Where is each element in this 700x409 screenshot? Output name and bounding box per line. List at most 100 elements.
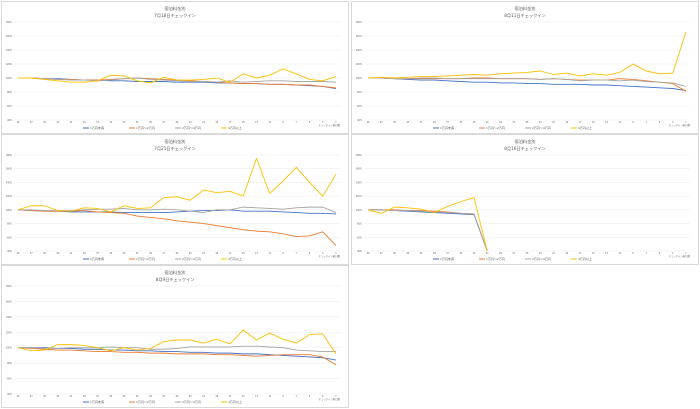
series-line-1 [17,209,337,246]
chart-title: 宿泊料金別 [515,138,536,145]
x-tick-label: 3 [672,252,674,255]
x-tick-label: 13 [255,252,258,255]
legend-label: 2万円～4万円 [532,126,551,130]
x-tick-label: 19 [565,252,568,255]
y-tick-label: 100% [356,77,362,80]
legend-label: 1万円～2万円 [486,126,505,130]
x-tick-label: 33 [123,121,126,124]
x-tick-label: 35 [109,121,112,124]
legend-label: 1万円未満 [90,125,104,130]
x-tick-label: 25 [526,252,529,255]
x-tick-label: 27 [512,121,515,124]
x-tick-label: 17 [579,121,582,124]
legend-label: 2万円～4万円 [182,400,201,404]
legend-label: 1万円～2万円 [136,400,155,404]
y-tick-label: 140% [6,181,12,184]
x-tick-label: 45 [43,252,46,255]
x-tick-label: 47 [30,252,33,255]
x-tick-label: 35 [109,252,112,255]
y-tick-label: 180% [6,21,12,24]
series-line-3 [17,157,337,213]
series-line-0 [18,347,337,361]
x-tick-label: 39 [433,252,436,255]
x-tick-label: 23 [189,121,192,124]
chart-title: 宿泊料金別 [165,138,186,145]
x-axis-title: チェックイン前日数 [318,254,340,258]
x-tick-label: 41 [420,121,423,124]
y-tick-label: 160% [6,300,12,303]
chart-8-9-checkin: 宿泊料金別 8月9日チェックイン 40% 60% 80% 100% 120% 140% 160%… [1,265,349,408]
x-tick-label: 43 [406,121,409,124]
x-tick-label: 29 [149,395,152,398]
x-tick-label: 47 [30,121,33,124]
x-tick-label: 3 [322,121,324,124]
x-tick-label: 23 [539,252,542,255]
series-line-1 [17,347,337,366]
x-tick-label: 27 [162,252,165,255]
x-tick-label: 5 [659,121,661,124]
y-tick-label: 180% [6,154,12,157]
x-tick-label: 41 [420,252,423,255]
y-tick-label: 120% [6,195,12,198]
x-tick-label: 17 [579,252,582,255]
series-line-2 [18,345,336,353]
y-tick-label: 100% [356,209,362,212]
x-tick-label: 23 [189,395,192,398]
y-tick-label: 40% [7,250,12,253]
x-tick-label: 15 [242,121,245,124]
chart-subtitle: 8月9日チェックイン [156,277,195,283]
x-tick-label: 43 [56,252,59,255]
x-tick-label: 25 [176,252,179,255]
series-line-3 [17,329,337,355]
y-tick-label: 60% [357,236,362,239]
x-tick-label: 31 [486,252,489,255]
x-tick-label: 3 [672,121,674,124]
x-tick-label: 35 [109,395,112,398]
x-tick-label: 33 [473,121,476,124]
x-tick-label: 19 [215,252,218,255]
series-line-0 [368,209,488,252]
x-tick-label: 7 [296,121,298,124]
series-line-1 [368,209,488,252]
x-tick-label: 29 [499,252,502,255]
x-tick-label: 21 [552,252,555,255]
y-tick-label: 100% [6,209,12,212]
x-tick-label: 39 [433,121,436,124]
x-tick-label: 29 [149,121,152,124]
legend-label: 1万円未満 [90,399,104,404]
y-tick-label: 80% [7,362,12,365]
x-tick-label: 47 [380,252,383,255]
y-tick-label: 80% [7,91,12,94]
x-tick-label: 7 [296,395,298,398]
x-tick-label: 31 [486,121,489,124]
x-tick-label: 49 [17,252,20,255]
legend-label: 1万円未満 [90,256,104,261]
x-tick-label: 23 [189,252,192,255]
x-tick-label: 27 [512,252,515,255]
x-tick-label: 33 [123,252,126,255]
x-tick-label: 33 [123,395,126,398]
x-tick-label: 39 [83,121,86,124]
x-tick-label: 11 [268,252,271,255]
y-tick-label: 60% [7,105,12,108]
y-tick-label: 180% [356,154,362,157]
x-tick-label: 1 [685,121,687,124]
legend-label: 1万円～2万円 [136,126,155,130]
x-tick-label: 27 [162,121,165,124]
x-tick-label: 33 [473,252,476,255]
chart-subtitle: 8月16日チェックイン [504,146,546,152]
x-tick-label: 7 [646,252,648,255]
y-tick-label: 180% [356,21,362,24]
legend-label: 4万円以上 [578,256,592,261]
series-line-2 [18,206,337,214]
x-tick-label: 11 [268,121,271,124]
x-axis-title: チェックイン前日数 [318,123,340,127]
x-tick-label: 7 [646,121,648,124]
y-tick-label: 140% [6,316,12,319]
x-tick-label: 39 [83,252,86,255]
x-tick-label: 39 [83,395,86,398]
x-axis-title: チェックイン前日数 [668,123,690,127]
